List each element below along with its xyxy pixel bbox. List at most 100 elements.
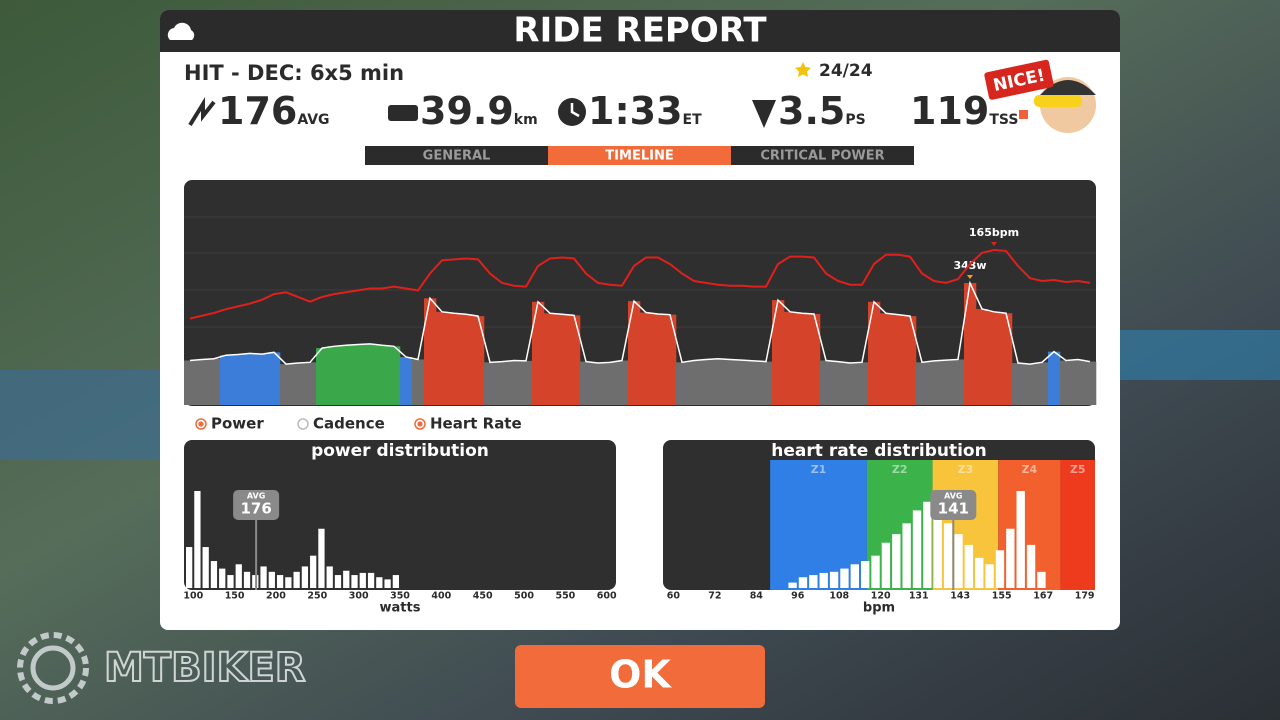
dist-bar: [964, 544, 974, 588]
x-tick-label: 450: [473, 591, 493, 602]
stat: 39.9km: [420, 89, 538, 133]
power-bar: [244, 353, 257, 405]
x-tick-label: 108: [829, 591, 849, 602]
x-tick-label: 96: [791, 591, 805, 602]
power-bar: [676, 362, 689, 405]
x-tick-label: 155: [992, 591, 1012, 602]
stat: 176AVG: [218, 89, 330, 133]
dist-bar: [902, 523, 911, 588]
power-bar: [232, 354, 245, 405]
power-bar: [904, 316, 917, 405]
power-bar: [448, 313, 461, 405]
tab-label[interactable]: CRITICAL POWER: [760, 149, 884, 164]
power-bar: [808, 313, 821, 405]
x-tick-label: 500: [514, 591, 534, 602]
tab-label[interactable]: GENERAL: [423, 149, 491, 164]
x-axis-label: watts: [380, 601, 421, 616]
ok-button[interactable]: [515, 645, 765, 708]
dist-bar: [975, 557, 984, 588]
legend-label[interactable]: Cadence: [313, 415, 385, 433]
legend-radio-dot[interactable]: [417, 421, 423, 427]
hr-zone-label: Z1: [811, 463, 827, 476]
tab[interactable]: [731, 146, 914, 165]
power-bar: [544, 313, 557, 405]
dist-bar: [260, 566, 267, 588]
legend-radio[interactable]: [297, 418, 309, 430]
power-bar: [376, 345, 389, 405]
dist-bar: [351, 575, 358, 588]
dist-bar: [912, 510, 922, 588]
dist-bar: [892, 534, 901, 588]
x-axis-label: bpm: [863, 601, 895, 616]
hr-zone-label: Z5: [1070, 463, 1086, 476]
dist-bar: [1037, 571, 1046, 588]
dist-bar: [293, 571, 300, 588]
x-tick-label: 100: [183, 591, 203, 602]
hr-line-peak-label: 165bpm: [969, 226, 1019, 239]
legend-radio-dot[interactable]: [198, 421, 204, 427]
stat-unit: AVG: [297, 112, 329, 128]
title: RIDE REPORT: [513, 11, 767, 51]
dist-bar: [788, 582, 797, 588]
tab-label[interactable]: TIMELINE: [605, 149, 673, 164]
dist-bar: [819, 572, 828, 588]
legend-label[interactable]: Power: [211, 415, 264, 433]
watermark-logo-inner: [30, 645, 76, 691]
power-bar: [952, 359, 965, 405]
legend-label[interactable]: Heart Rate: [430, 415, 522, 433]
tss-help-icon[interactable]: [1019, 110, 1028, 119]
power-bar: [184, 360, 197, 405]
stat: 1:33ET: [588, 89, 702, 133]
power-bar: [1036, 362, 1049, 405]
avg-tag-value: 141: [938, 500, 969, 518]
dist-bar: [798, 577, 808, 588]
dist-bar: [243, 571, 251, 588]
power-bar: [832, 361, 845, 405]
x-tick-label: 350: [390, 591, 410, 602]
tab[interactable]: [365, 146, 548, 165]
ok-button-text[interactable]: OK: [609, 653, 672, 697]
dist-bar: [367, 572, 375, 588]
x-tick-label: 143: [950, 591, 970, 602]
power-bar: [1060, 360, 1073, 405]
power-bar: [592, 363, 605, 405]
hr-zone-label: Z3: [958, 463, 974, 476]
tab[interactable]: [548, 146, 731, 165]
dist-bar: [194, 491, 201, 588]
stat: 3.5PS: [778, 89, 866, 133]
power-bar: [268, 352, 281, 405]
x-tick-label: 150: [225, 591, 245, 602]
power-bar: [964, 283, 977, 405]
avatar-cap: [1040, 80, 1096, 95]
background-banner: [0, 370, 160, 460]
distance-icon: [388, 105, 418, 121]
dist-bar: [871, 555, 880, 588]
power-bar: [1012, 363, 1025, 405]
power-bar: [460, 314, 473, 405]
dist-bar: [359, 572, 366, 588]
power-bar: [856, 362, 869, 405]
x-tick-label: 60: [667, 591, 681, 602]
power-bar: [1024, 364, 1037, 405]
stat-value: 1:33: [588, 89, 683, 133]
dist-bar: [923, 501, 932, 588]
cloud-icon[interactable]: [167, 22, 195, 40]
dist-bar: [202, 547, 209, 588]
dist-title: power distribution: [311, 441, 489, 461]
x-tick-label: 84: [750, 591, 764, 602]
dist-bar: [343, 570, 350, 588]
power-bar: [208, 358, 221, 405]
power-bar: [508, 360, 521, 405]
x-tick-label: 120: [871, 591, 891, 602]
power-bar: [304, 362, 317, 405]
dist-bar: [392, 575, 399, 588]
stat-unit: km: [514, 112, 538, 128]
dist-bar: [318, 528, 325, 588]
hr-line: [189, 248, 1091, 320]
avg-tag: [233, 490, 280, 520]
power-bar: [556, 314, 569, 405]
power-bar: [892, 314, 905, 405]
power-bar: [352, 344, 365, 405]
x-tick-label: 131: [909, 591, 929, 602]
stat: 119TSS: [910, 89, 1018, 133]
